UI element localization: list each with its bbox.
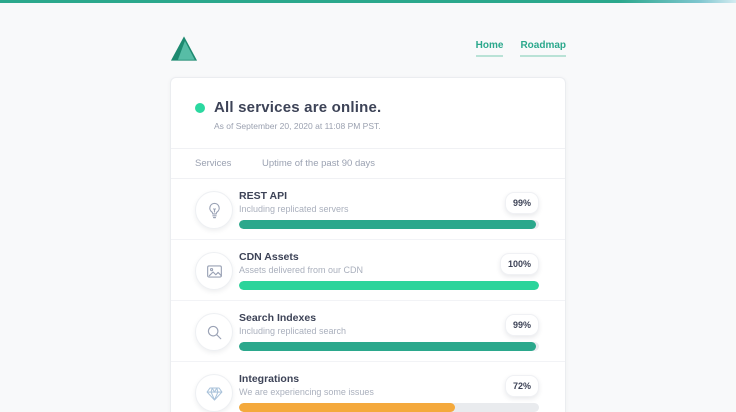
status-section: All services are online. As of September… <box>171 78 565 148</box>
service-name: Search Indexes <box>239 312 317 324</box>
status-card: All services are online. As of September… <box>170 77 566 412</box>
uptime-bar-fill <box>239 342 536 351</box>
status-timestamp: As of September 20, 2020 at 11:08 PM PST… <box>214 121 381 131</box>
triangle-logo-icon <box>170 35 198 61</box>
service-name: Integrations <box>239 373 300 385</box>
uptime-bar <box>239 281 539 290</box>
service-name: REST API <box>239 190 288 202</box>
top-accent-bar <box>0 0 736 3</box>
main-nav: Home Roadmap <box>475 40 566 57</box>
service-content: CDN Assets Assets delivered from our CDN 1… <box>239 251 539 290</box>
service-text: Integrations We are experiencing some iss… <box>239 373 374 398</box>
service-row: CDN Assets Assets delivered from our CDN 1… <box>171 239 565 300</box>
services-header-row: Services Uptime of the past 90 days <box>171 148 565 179</box>
service-row: REST API Including replicated servers 99% <box>171 179 565 239</box>
uptime-badge: 72% <box>504 374 539 397</box>
uptime-bar <box>239 342 539 351</box>
status-text-block: All services are online. As of September… <box>214 99 381 131</box>
company-logo[interactable] <box>170 35 198 62</box>
service-content: REST API Including replicated servers 99% <box>239 190 539 229</box>
services-column-label: Services <box>195 158 232 169</box>
service-description: Assets delivered from our CDN <box>239 265 364 275</box>
uptime-bar-fill <box>239 281 539 290</box>
service-description: Including replicated search <box>239 326 347 336</box>
service-text: Search Indexes Including replicated searc… <box>239 312 346 337</box>
uptime-bar-fill <box>239 403 455 412</box>
nav-roadmap-link[interactable]: Roadmap <box>520 40 566 57</box>
service-row: Integrations We are experiencing some iss… <box>171 361 565 412</box>
page-header: Home Roadmap <box>170 3 566 63</box>
service-text: CDN Assets Assets delivered from our CDN <box>239 251 363 276</box>
status-headline: All services are online. <box>214 99 382 116</box>
uptime-badge: 99% <box>504 313 539 336</box>
service-content: Search Indexes Including replicated searc… <box>239 312 539 351</box>
service-description: Including replicated servers <box>239 204 349 214</box>
uptime-bar-fill <box>239 220 536 229</box>
nav-home-link[interactable]: Home <box>475 40 504 57</box>
status-dot <box>195 103 205 113</box>
page-container: Home Roadmap All services are online. As… <box>170 3 566 412</box>
uptime-bar <box>239 220 539 229</box>
diamond-icon <box>195 374 233 412</box>
service-description: We are experiencing some issues <box>239 387 374 397</box>
uptime-badge: 99% <box>504 191 539 214</box>
search-icon <box>195 313 233 351</box>
service-row: Search Indexes Including replicated searc… <box>171 300 565 361</box>
service-content: Integrations We are experiencing some iss… <box>239 373 539 412</box>
lightbulb-icon <box>195 191 233 229</box>
service-text: REST API Including replicated servers <box>239 190 349 215</box>
uptime-column-label: Uptime of the past 90 days <box>262 158 376 169</box>
services-list: REST API Including replicated servers 99% C… <box>171 179 565 412</box>
uptime-badge: 100% <box>499 252 539 275</box>
uptime-bar <box>239 403 539 412</box>
image-icon <box>195 252 233 290</box>
service-name: CDN Assets <box>239 251 299 263</box>
